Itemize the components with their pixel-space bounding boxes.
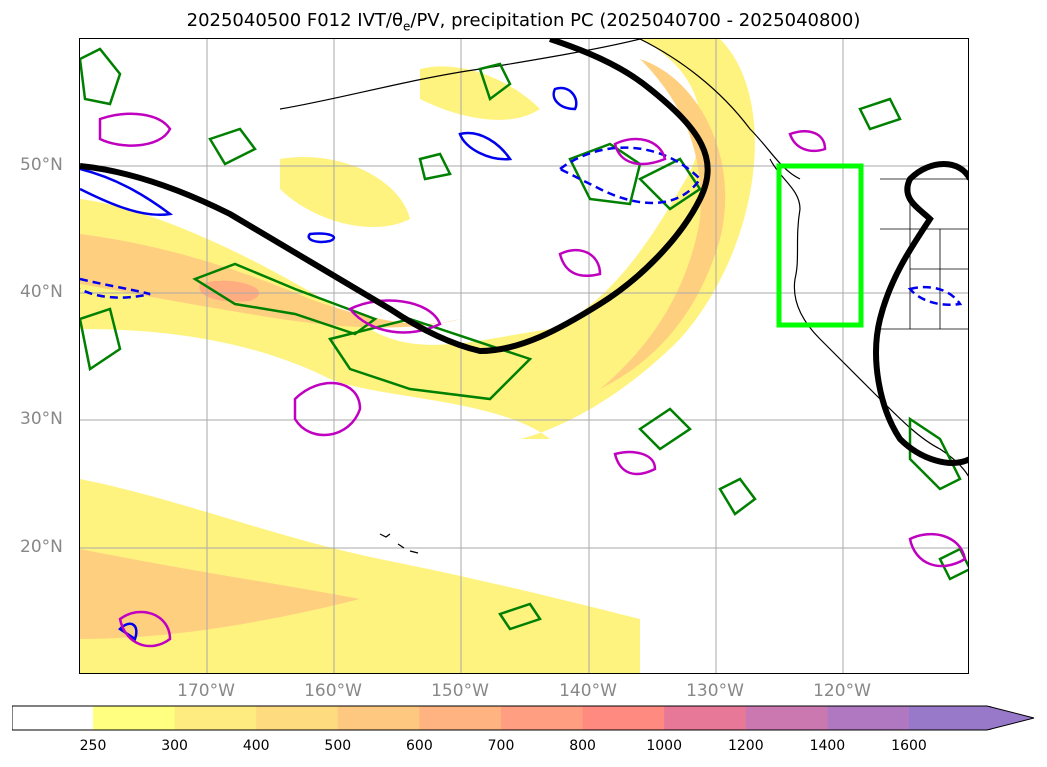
- precip-contour: [192, 262, 378, 336]
- colorbar-segment: [827, 706, 910, 730]
- ivt-south-core: [80, 549, 360, 639]
- precip-contour: [80, 47, 122, 106]
- ivt-band-max: [199, 280, 260, 302]
- colorbar-under: [12, 706, 93, 730]
- precip-contour: [418, 152, 452, 181]
- map-canvas: [80, 39, 968, 673]
- colorbar-tick-label: 800: [569, 738, 596, 754]
- figure-title: 2025040500 F012 IVT/θe/PV, precipitation…: [0, 10, 1047, 34]
- pv-contour: [557, 146, 702, 205]
- colorbar-outline: [12, 705, 1035, 731]
- theta-contour: [788, 130, 827, 153]
- colorbar: [12, 705, 1035, 731]
- coastline-alaska: [279, 39, 801, 180]
- colorbar-tick-label: 600: [406, 738, 433, 754]
- colorbar-segment: [419, 706, 502, 730]
- thick-contour-east: [873, 161, 968, 466]
- coastline-na-west: [769, 158, 968, 477]
- pv-contour: [907, 285, 963, 306]
- lon-label-140w: 140°W: [559, 681, 617, 701]
- thick-contour: [80, 39, 711, 355]
- title-rest: /PV, precipitation PC (2025040700 - 2025…: [410, 10, 861, 31]
- precip-contour: [498, 602, 542, 631]
- precip-contour: [938, 547, 968, 581]
- lon-label-160w: 160°W: [304, 681, 362, 701]
- theta-contour: [908, 532, 967, 568]
- colorbar-tick-label: 700: [487, 738, 515, 754]
- pv-contour: [552, 86, 578, 111]
- lon-label-170w: 170°W: [177, 681, 235, 701]
- colorbar-segment: [909, 706, 992, 730]
- pv-contour: [80, 277, 151, 299]
- precip-contour: [80, 307, 122, 372]
- colorbar-segment: [93, 706, 176, 730]
- ivt-shading: [80, 39, 755, 673]
- precip-contour: [858, 97, 902, 131]
- colorbar-segment: [174, 706, 257, 730]
- coastline-hawaii: [379, 533, 419, 554]
- lat-label-20n: 20°N: [20, 537, 63, 557]
- colorbar-tick-label: 1200: [727, 738, 764, 754]
- state-borders: [880, 178, 968, 330]
- colorbar-tick-label: 500: [324, 738, 352, 754]
- theta-contour: [613, 450, 657, 476]
- colorbar-segment: [582, 706, 665, 730]
- ivt-north-patch: [420, 66, 540, 120]
- ivt-plume-east: [600, 59, 726, 389]
- highlight-box: [776, 163, 864, 328]
- colorbar-tick-label: 300: [161, 738, 188, 754]
- colorbar-segment: [256, 706, 339, 730]
- pv-contour: [307, 232, 336, 244]
- colorbar-segment: [664, 706, 747, 730]
- colorbar-segment: [745, 706, 828, 730]
- pv-contour: [80, 167, 174, 217]
- lon-label-150w: 150°W: [431, 681, 489, 701]
- theta-contour: [558, 248, 602, 278]
- colorbar-tick-label: 400: [242, 738, 270, 754]
- colorbar-tick-label: 1000: [646, 738, 683, 754]
- lon-label-130w: 130°W: [686, 681, 744, 701]
- colorbar-tick-label: 1400: [809, 738, 846, 754]
- pv-contour: [458, 131, 513, 161]
- map-panel[interactable]: [79, 38, 969, 674]
- lat-label-50n: 50°N: [20, 155, 63, 175]
- precip-contour: [908, 416, 962, 491]
- title-main: 2025040500 F012 IVT/θ: [186, 10, 403, 31]
- colorbar-segment: [337, 706, 420, 730]
- precip-contour: [718, 477, 757, 516]
- lon-label-120w: 120°W: [813, 681, 871, 701]
- precip-contour: [208, 127, 257, 166]
- theta-contour: [98, 112, 172, 147]
- pv-contours: [80, 86, 963, 641]
- theta-contour: [293, 381, 362, 437]
- colorbar-tick-label: 250: [79, 738, 107, 754]
- colorbar-segments: [93, 706, 992, 730]
- theta-contour: [613, 137, 667, 166]
- ivt-central-patch: [280, 157, 410, 228]
- gridlines: [80, 39, 968, 673]
- precip-contour: [637, 157, 702, 211]
- colorbar-segment: [501, 706, 584, 730]
- precip-contour: [478, 62, 512, 102]
- precip-contour: [638, 407, 692, 451]
- theta-contour: [118, 610, 172, 648]
- precip-contour: [568, 142, 642, 206]
- ivt-band-core: [80, 234, 460, 328]
- lat-label-30n: 30°N: [20, 409, 63, 429]
- ivt-band-main: [80, 39, 755, 439]
- colorbar-extend-arrow: [987, 706, 1034, 730]
- colorbar-tick-label: 1600: [891, 738, 927, 754]
- lat-label-40n: 40°N: [20, 282, 63, 302]
- title-subscript: e: [403, 19, 411, 34]
